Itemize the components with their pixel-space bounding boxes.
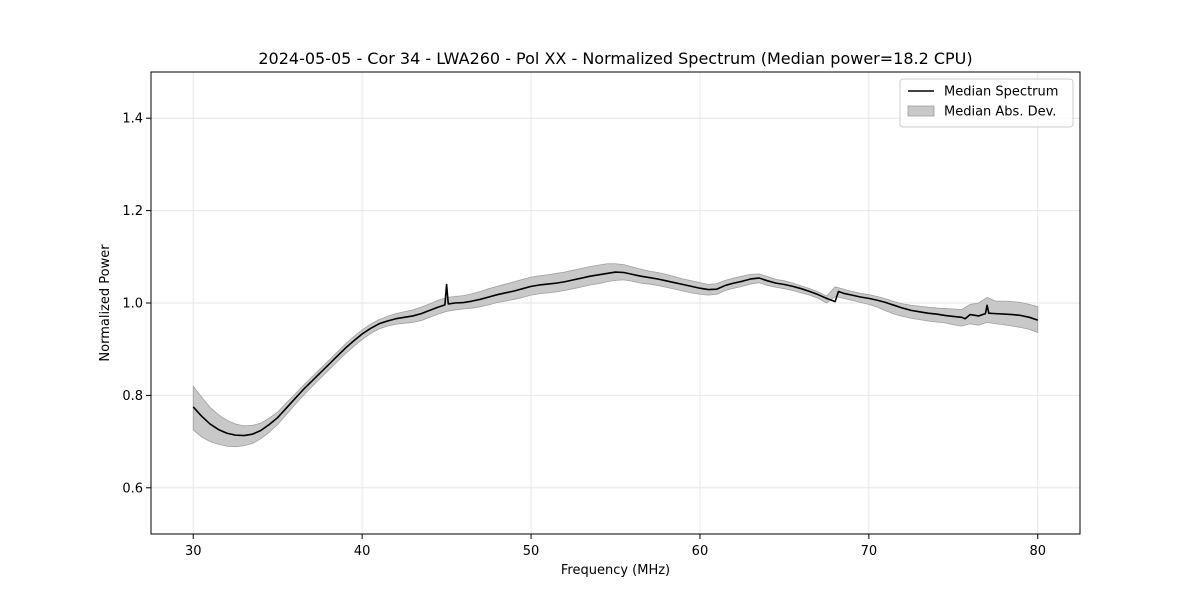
- y-axis-title: Normalized Power: [98, 244, 113, 362]
- y-axis-ticks: 0.6 0.8 1.0 1.2 1.4: [122, 112, 151, 496]
- legend-box: [899, 78, 1074, 128]
- mad-band-layer: [192, 263, 1039, 448]
- x-tick-label: 60: [692, 544, 709, 559]
- y-tick-label: 1.4: [122, 112, 143, 127]
- chart-title: 2024-05-05 - Cor 34 - LWA260 - Pol XX - …: [258, 49, 972, 68]
- x-tick-label: 30: [185, 544, 202, 559]
- x-tick-label: 80: [1029, 544, 1046, 559]
- x-tick-label: 70: [861, 544, 878, 559]
- mad-band: [192, 263, 1039, 448]
- median-spectrum-line: [192, 271, 1039, 437]
- y-tick-label: 0.6: [122, 481, 143, 496]
- x-tick-label: 40: [354, 544, 371, 559]
- y-tick-label: 1.2: [122, 204, 143, 219]
- legend-label-median-abs-dev: Median Abs. Dev.: [944, 105, 1056, 120]
- legend-band-swatch: [907, 105, 935, 117]
- median-line-layer: [192, 271, 1039, 437]
- x-axis-ticks: 30 40 50 60 70 80: [185, 534, 1046, 559]
- legend: Median Spectrum Median Abs. Dev.: [899, 78, 1074, 128]
- y-tick-label: 1.0: [122, 297, 143, 312]
- y-tick-label: 0.8: [122, 389, 143, 404]
- x-axis-title: Frequency (MHz): [561, 563, 670, 578]
- x-tick-label: 50: [523, 544, 540, 559]
- legend-label-median-spectrum: Median Spectrum: [944, 85, 1058, 100]
